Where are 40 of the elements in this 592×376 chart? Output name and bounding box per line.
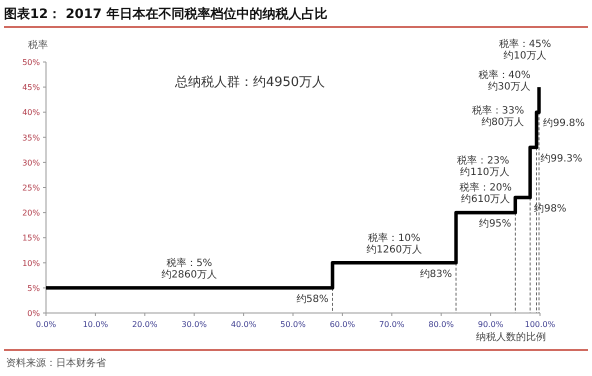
x-tick-label: 70.0%: [379, 320, 405, 329]
x-tick-label: 30.0%: [181, 320, 208, 329]
annotation: 税率：10% 约1260万人: [366, 232, 422, 256]
y-tick-label: 35%: [22, 133, 40, 142]
y-tick-label: 10%: [22, 258, 40, 268]
annotation: 税率：23% 约110万人: [457, 154, 510, 178]
text: 资料来源：日本财务省: [6, 357, 106, 369]
x-tick-label: 0.0%: [36, 320, 57, 329]
ref-line-label: 约98%: [534, 202, 566, 215]
x-axis-title: 纳税人数的比例: [476, 331, 546, 343]
y-tick-label: 0%: [27, 309, 40, 318]
annotation: 税率：33% 约80万人: [472, 104, 524, 128]
ref-line-label: 约99.3%: [540, 152, 582, 164]
chart-title: 图表12： 2017 年日本在不同税率档位中的纳税人占比: [4, 6, 328, 22]
y-tick-label: 50%: [22, 58, 40, 67]
x-tick-label: 80.0%: [428, 320, 454, 329]
x-tick-label: 10.0%: [82, 320, 108, 329]
x-tick-label: 100.0%: [524, 320, 556, 329]
y-tick-label: 5%: [27, 284, 40, 293]
y-tick-label: 30%: [22, 158, 40, 168]
annotation: 税率：20% 约610万人: [460, 182, 512, 206]
ref-line-label: 约58%: [296, 292, 329, 305]
x-tick-label: 50.0%: [280, 320, 306, 329]
y-tick-label: 15%: [22, 234, 40, 243]
x-tick-label: 20.0%: [132, 320, 158, 329]
x-tick-label: 90.0%: [478, 320, 504, 329]
y-tick-label: 45%: [22, 83, 40, 92]
annotation: 税率：40% 约30万人: [478, 69, 531, 93]
y-axis-title: 税率: [28, 39, 48, 51]
x-tick-label: 60.0%: [330, 320, 356, 329]
y-tick-label: 25%: [22, 184, 40, 192]
ref-line-label: 约83%: [420, 268, 452, 280]
y-tick-label: 40%: [22, 108, 40, 118]
x-tick-label: 40.0%: [230, 320, 257, 329]
annotation: 总纳税人群：约4950万人: [174, 75, 326, 90]
ref-line-label: 约95%: [479, 218, 512, 230]
annotation: 税率：5% 约2860万人: [162, 256, 217, 280]
y-tick-label: 20%: [22, 208, 40, 218]
annotation: 税率：45% 约10万人: [498, 38, 552, 62]
ref-line-label: 约99.8%: [543, 117, 585, 130]
